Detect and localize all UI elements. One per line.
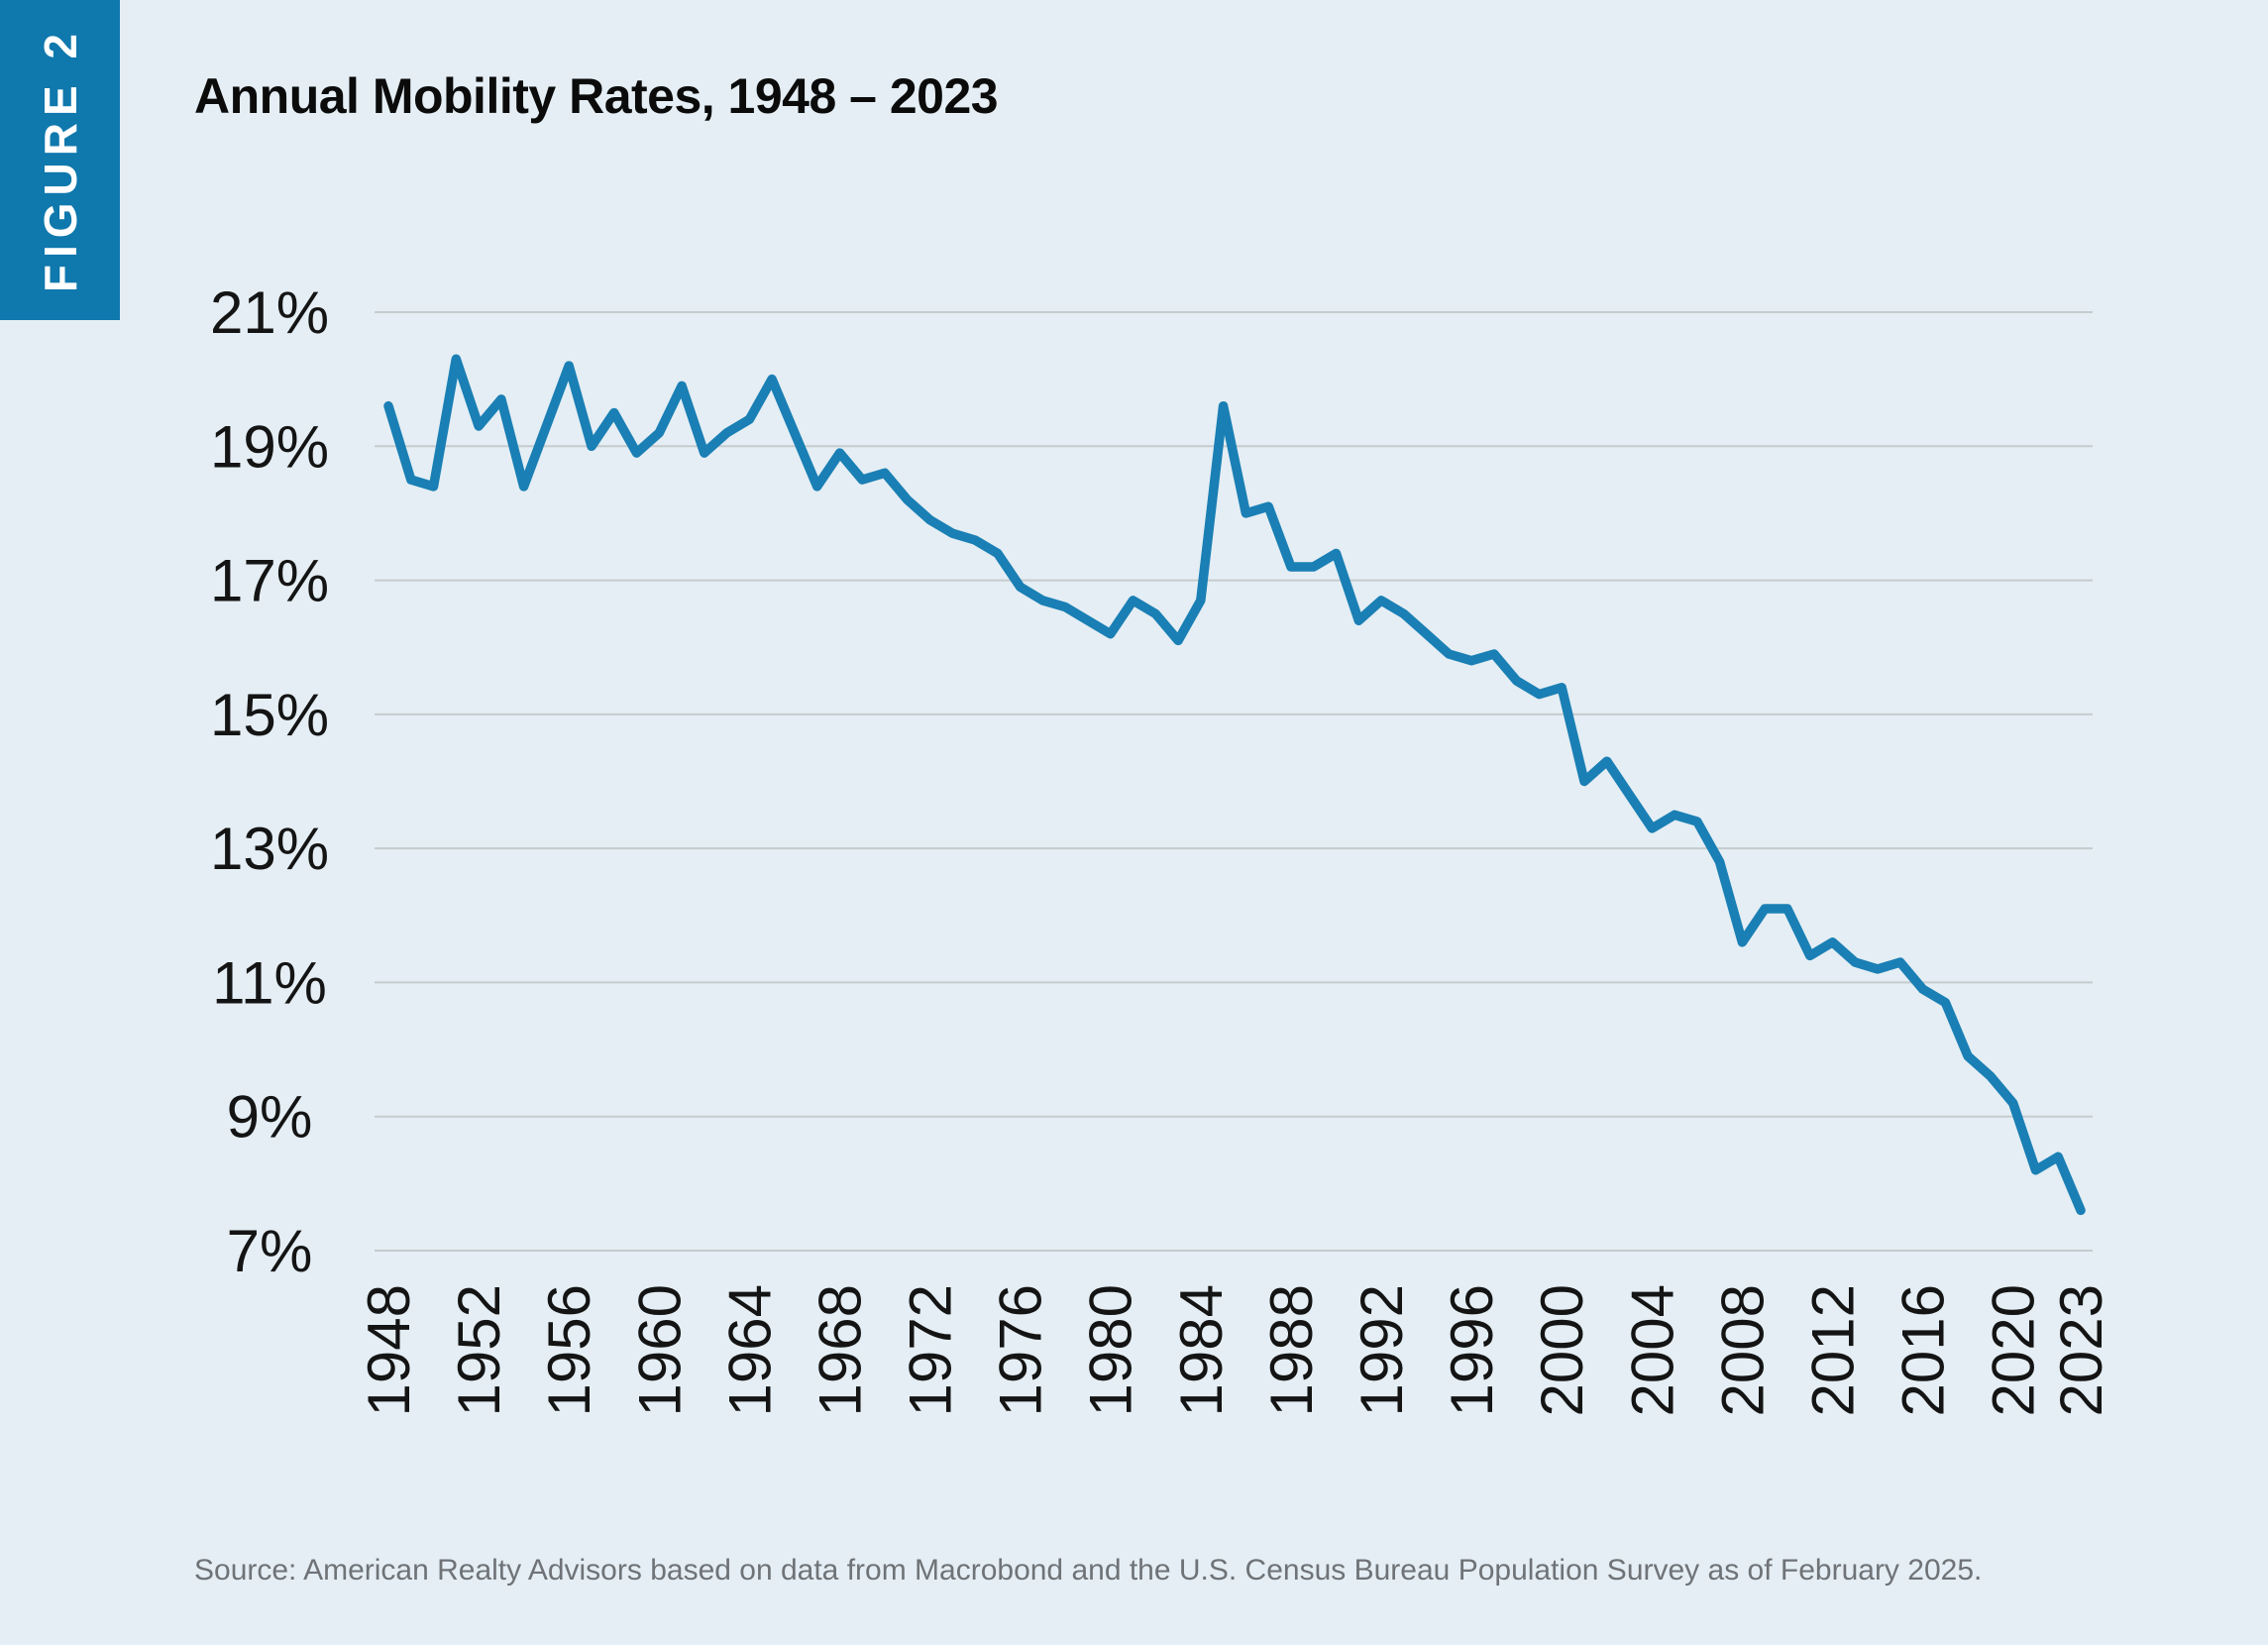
x-tick-label: 2023 xyxy=(2048,1284,2114,1416)
y-tick-label: 15% xyxy=(210,682,329,748)
x-tick-label: 1992 xyxy=(1349,1284,1415,1416)
x-tick-label: 1984 xyxy=(1168,1284,1235,1416)
y-tick-label: 7% xyxy=(227,1218,313,1284)
x-tick-label: 1948 xyxy=(356,1284,422,1416)
y-tick-label: 17% xyxy=(210,548,329,614)
x-tick-label: 1996 xyxy=(1439,1284,1505,1416)
chart-title: Annual Mobility Rates, 1948 – 2023 xyxy=(194,68,999,124)
x-tick-label: 2004 xyxy=(1619,1284,1685,1416)
x-tick-label: 1968 xyxy=(807,1284,873,1416)
y-tick-label: 19% xyxy=(210,413,329,480)
x-tick-label: 1972 xyxy=(898,1284,964,1416)
x-tick-label: 2000 xyxy=(1529,1284,1595,1416)
x-tick-label: 1964 xyxy=(716,1284,783,1416)
x-tick-label: 2020 xyxy=(1981,1284,2047,1416)
x-tick-label: 1956 xyxy=(536,1284,602,1416)
x-tick-label: 1980 xyxy=(1078,1284,1144,1416)
y-tick-label: 21% xyxy=(210,279,329,346)
y-tick-label: 13% xyxy=(210,816,329,882)
mobility-rate-line xyxy=(383,354,2086,1216)
x-tick-label: 2012 xyxy=(1799,1284,1866,1416)
x-tick-label: 1988 xyxy=(1258,1284,1325,1416)
x-tick-label: 1952 xyxy=(446,1284,512,1416)
x-tick-label: 2008 xyxy=(1709,1284,1776,1416)
source-note: Source: American Realty Advisors based o… xyxy=(194,1554,1983,1587)
y-tick-label: 9% xyxy=(227,1084,313,1151)
x-tick-label: 1960 xyxy=(626,1284,693,1416)
y-tick-label: 11% xyxy=(212,949,327,1016)
figure-tab: FIGURE 2 xyxy=(0,0,120,320)
x-tick-label: 1976 xyxy=(988,1284,1054,1416)
x-tick-label: 2016 xyxy=(1890,1284,1957,1416)
